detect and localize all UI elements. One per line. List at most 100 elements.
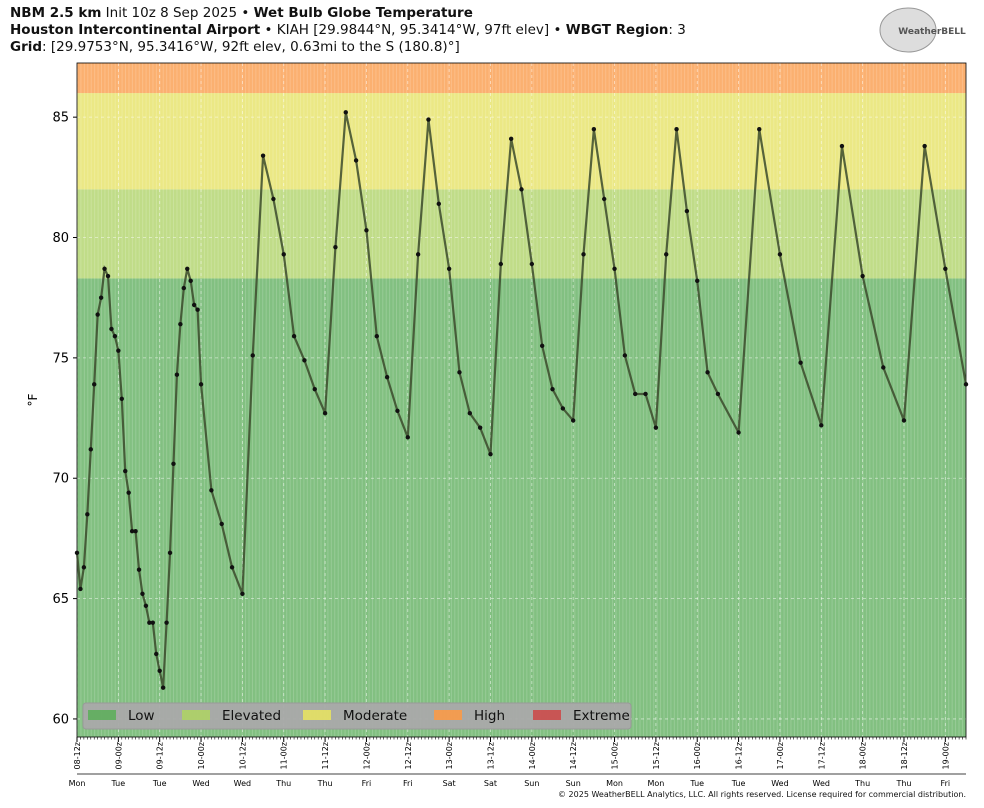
data-point <box>147 620 152 625</box>
x-tick-label: 10-00z <box>197 742 206 769</box>
data-point <box>312 386 317 392</box>
legend-swatch <box>303 710 331 720</box>
x-tick-label: 11-12z <box>321 742 330 769</box>
data-point <box>191 302 197 308</box>
data-point <box>581 252 586 257</box>
data-point <box>405 435 410 440</box>
title-segment: NBM 2.5 km <box>10 5 102 21</box>
data-point <box>705 370 710 375</box>
data-point <box>508 136 514 142</box>
data-point <box>102 266 107 272</box>
data-point <box>653 425 659 430</box>
data-point <box>498 261 504 267</box>
data-point <box>140 591 145 596</box>
data-point <box>160 685 166 690</box>
data-point <box>181 285 187 291</box>
data-point <box>154 651 159 657</box>
legend-swatch <box>533 710 561 720</box>
data-point <box>95 312 100 317</box>
y-tick-label: 65 <box>52 592 69 607</box>
x-day-label: Thu <box>854 779 870 788</box>
data-point <box>302 358 307 363</box>
data-point <box>129 528 135 534</box>
x-day-label: Sat <box>484 779 497 788</box>
title-line: Grid: [29.9753°N, 95.3416°W, 92ft elev, … <box>10 39 686 56</box>
y-tick-label: 85 <box>52 111 69 126</box>
data-point <box>164 620 169 625</box>
data-point <box>126 490 131 495</box>
data-point <box>112 334 118 339</box>
data-point <box>467 411 473 416</box>
data-point <box>777 252 783 257</box>
data-point <box>150 620 156 625</box>
data-point <box>85 512 90 517</box>
y-axis-label: °F <box>26 393 40 406</box>
legend-swatch <box>88 710 116 720</box>
data-point <box>684 208 690 214</box>
data-point <box>839 143 845 149</box>
x-tick-label: 18-12z <box>900 742 909 769</box>
legend-label: Elevated <box>222 708 281 724</box>
data-point <box>612 266 617 272</box>
title-segment: : [29.9753°N, 95.3416°W, 92ft elev, 0.63… <box>42 39 460 55</box>
data-point <box>198 382 204 387</box>
x-day-label: Wed <box>234 779 251 788</box>
data-point <box>229 565 235 570</box>
data-point <box>550 386 555 392</box>
data-point <box>426 117 431 122</box>
title-segment: WBGT Region <box>565 22 669 38</box>
data-point <box>519 187 524 192</box>
data-point <box>643 391 648 397</box>
data-point <box>539 343 545 349</box>
data-point <box>922 143 927 149</box>
data-point <box>819 423 824 428</box>
x-tick-label: 13-12z <box>486 742 495 769</box>
data-point <box>260 153 266 158</box>
data-point <box>353 158 359 163</box>
legend-box <box>82 702 632 730</box>
data-point <box>119 396 124 401</box>
data-point <box>88 447 93 452</box>
x-tick-label: 19-00z <box>941 742 950 769</box>
data-point <box>881 365 886 370</box>
x-tick-label: 14-00z <box>528 742 537 769</box>
data-point <box>171 461 176 466</box>
x-day-label: Wed <box>813 779 830 788</box>
data-point <box>271 196 276 202</box>
data-point <box>798 360 803 365</box>
x-tick-label: 15-00z <box>611 742 620 769</box>
data-point <box>123 468 128 474</box>
data-point <box>364 228 369 233</box>
x-day-label: Tue <box>731 779 746 788</box>
data-point <box>715 391 721 397</box>
legend-label: Low <box>128 708 155 724</box>
x-tick-label: 18-00z <box>859 742 868 769</box>
data-point <box>250 353 255 358</box>
data-point <box>281 252 286 257</box>
data-point <box>195 307 200 312</box>
x-tick-label: 17-12z <box>817 742 826 769</box>
x-day-label: Thu <box>895 779 911 788</box>
data-point <box>477 425 483 430</box>
data-point <box>446 266 452 272</box>
plot-frame <box>76 62 967 738</box>
logo: WeatherBELL <box>898 27 966 37</box>
title-segment: Grid <box>10 39 43 55</box>
fine-grid <box>77 63 966 737</box>
data-point <box>343 110 348 115</box>
data-point <box>92 382 97 387</box>
data-point <box>436 201 442 207</box>
data-point <box>143 603 149 609</box>
data-point <box>674 126 679 132</box>
data-point <box>384 374 390 380</box>
x-day-label: Sun <box>524 779 539 788</box>
data-point <box>240 591 245 596</box>
data-point <box>622 353 628 358</box>
legend-label: Moderate <box>343 708 407 724</box>
data-point <box>116 348 121 353</box>
x-day-label: Sat <box>443 779 456 788</box>
x-day-label: Fri <box>403 779 413 788</box>
data-point <box>178 321 183 327</box>
